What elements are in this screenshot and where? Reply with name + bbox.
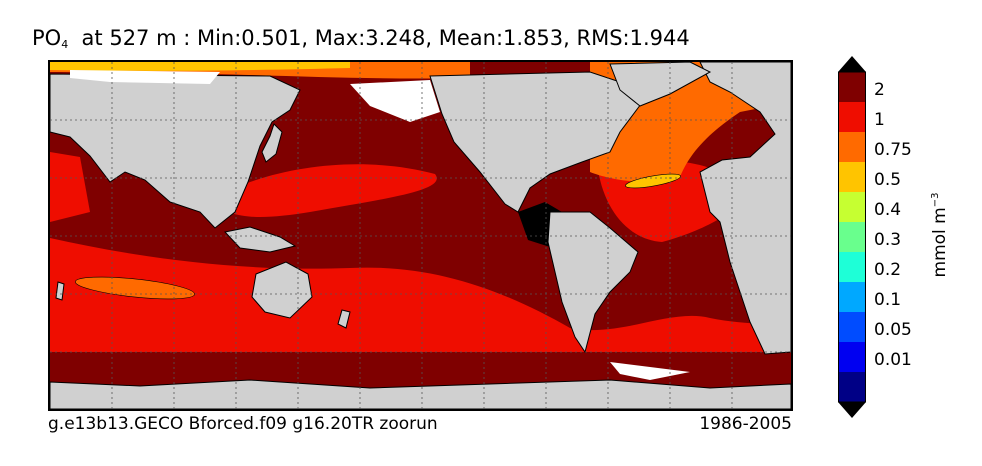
land-south-america (547, 211, 639, 354)
graticule (50, 62, 791, 409)
ice-arctic-west (70, 70, 220, 84)
ice-antarctic-rim (610, 362, 690, 380)
colorbar-tick-label: 0.05 (874, 319, 912, 340)
red-band-south (50, 238, 791, 352)
map-svg (50, 62, 791, 409)
colorbar-swatch (838, 72, 866, 103)
unit-base: mmol m (930, 207, 950, 278)
colorbar-tick-label: 0.01 (874, 349, 912, 370)
colorbar-tick-label: 0.5 (874, 169, 902, 190)
colorbar-tick-label: 0.3 (874, 229, 902, 250)
land-indonesia (224, 226, 297, 253)
yellow-lens-atlantic (625, 173, 681, 189)
colorbar-swatch (838, 222, 866, 253)
title-stats: at 527 m : Min:0.501, Max:3.248, Mean:1.… (68, 26, 690, 50)
land-masses (50, 62, 791, 409)
colorbar-swatch (838, 282, 866, 313)
colorbar-tick-label: 0.4 (874, 199, 902, 220)
sea-ice (70, 70, 690, 380)
red-region-arabian-sea (50, 152, 90, 222)
colorbar-tick-label: 1 (874, 109, 885, 130)
colorbar (838, 56, 866, 418)
colorbar-swatch (838, 372, 866, 403)
colorbar-unit-label: mmol m−3 (930, 193, 950, 278)
orange-lens-indian-ocean (75, 276, 195, 300)
land-eurasia (50, 73, 301, 229)
title-subscript: 4 (61, 38, 69, 51)
colorbar-tick-label: 0.1 (874, 289, 902, 310)
colorbar-swatch (838, 342, 866, 373)
land-new-zealand (337, 309, 351, 329)
colorbar-under-arrow (838, 402, 866, 418)
red-band-north-pacific (210, 164, 437, 217)
land-australia (251, 261, 313, 319)
colorbar-swatch (838, 312, 866, 343)
colorbar-swatch (838, 252, 866, 283)
colorbar-tick-label: 0.75 (874, 139, 912, 160)
land-japan (261, 123, 283, 163)
yellow-arctic-patch (50, 62, 350, 71)
unit-exponent: −3 (930, 192, 941, 208)
map-title: PO4 at 527 m : Min:0.501, Max:3.248, Mea… (32, 26, 690, 51)
footer-run-name: g.e13b13.GECO Bforced.f09 g16.20TR zooru… (48, 414, 438, 434)
ice-bering (350, 80, 440, 122)
land-antarctica (50, 379, 791, 409)
world-map (48, 60, 793, 411)
colorbar-over-arrow (838, 56, 866, 72)
footer-period: 1986-2005 (699, 414, 792, 434)
colorbar-swatch (838, 162, 866, 193)
colorbar-tick-label: 2 (874, 79, 885, 100)
land-madagascar (55, 281, 65, 301)
land-europe-africa-east (699, 62, 791, 355)
colorbar-frame (838, 71, 866, 403)
colorbar-tick-label: 0.2 (874, 259, 902, 280)
colorbar-swatch (838, 132, 866, 163)
colorbar-swatch (838, 192, 866, 223)
colorbar-swatch (838, 102, 866, 133)
title-variable: PO (32, 26, 62, 50)
